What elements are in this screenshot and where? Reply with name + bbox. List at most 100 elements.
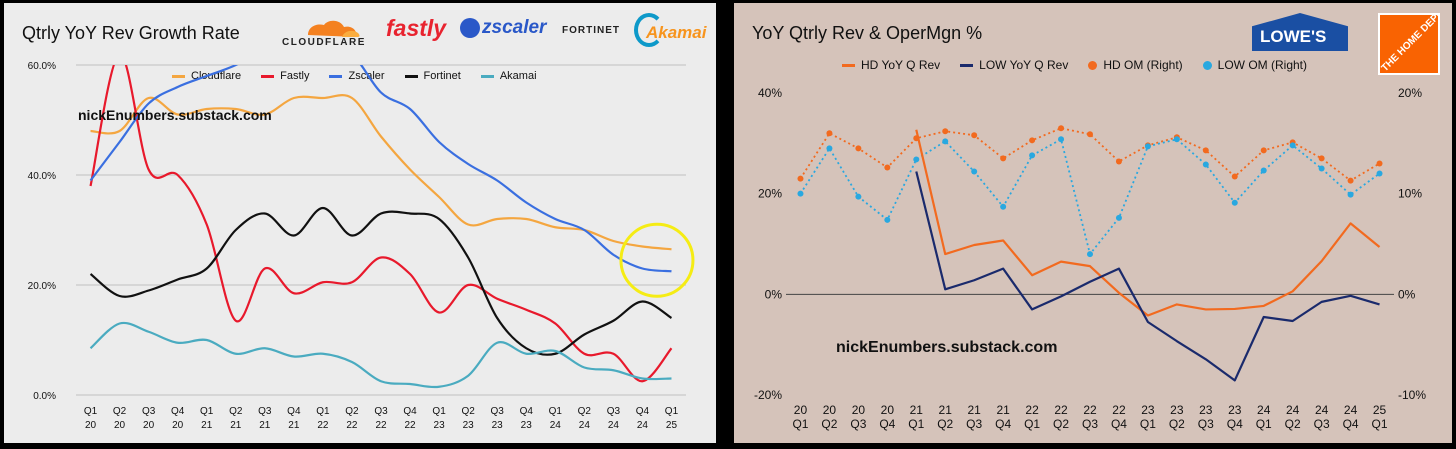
x-tick-label: Q2 — [1285, 417, 1301, 431]
x-tick-label: Q3 — [142, 406, 156, 417]
marker-low-om — [971, 168, 978, 175]
y-tick-label: 60.0% — [28, 61, 56, 72]
marker-hd-om — [1347, 177, 1354, 184]
lowes-logo-text: LOWE'S — [1260, 27, 1327, 46]
x-tick-label: 22 — [375, 420, 387, 431]
x-tick-label: Q4 — [1227, 417, 1243, 431]
x-tick-label: Q1 — [200, 406, 214, 417]
x-tick-label: Q1 — [792, 417, 808, 431]
marker-low-om — [1231, 199, 1238, 206]
x-tick-label: 24 — [1344, 403, 1358, 417]
marker-hd-om — [1231, 173, 1238, 180]
legend-label-akamai: Akamai — [499, 70, 537, 82]
x-tick-label: 24 — [1286, 403, 1300, 417]
x-tick-label: 22 — [1112, 403, 1126, 417]
marker-low-om — [1115, 214, 1122, 221]
legend-item-zscaler: Zscaler — [329, 70, 385, 82]
x-tick-label: Q4 — [636, 406, 650, 417]
legend-swatch-fastly — [261, 74, 275, 78]
marker-low-om — [1058, 136, 1065, 143]
marker-low-om — [855, 193, 862, 200]
legend-swatch-low-rev — [960, 63, 974, 67]
legend-item-fortinet: Fortinet — [404, 70, 461, 82]
x-tick-label: Q4 — [171, 406, 185, 417]
left-chart-panel: Qtrly YoY Rev Growth Rate CLOUDFLARE fas… — [4, 3, 716, 443]
right-chart-plot: -20%0%20%40%-10%0%10%20%20Q120Q220Q320Q4… — [754, 86, 1426, 431]
right-chart-title: YoY Qtrly Rev & OperMgn % — [752, 23, 983, 43]
akamai-logo-text: Akamai — [646, 23, 707, 42]
x-tick-label: Q1 — [432, 406, 446, 417]
y-tick-label: 0% — [765, 287, 783, 301]
marker-low-om — [913, 156, 920, 163]
x-tick-label: Q1 — [549, 406, 563, 417]
x-tick-label: 21 — [968, 403, 982, 417]
x-tick-label: 25 — [1373, 403, 1387, 417]
x-tick-label: Q4 — [879, 417, 895, 431]
legend-label-hd-om: HD OM (Right) — [1103, 58, 1183, 72]
legend-label-low-om: LOW OM (Right) — [1217, 58, 1307, 72]
x-tick-label: 23 — [521, 420, 533, 431]
y-tick-label: 20.0% — [28, 281, 56, 292]
series-line-fastly — [89, 65, 673, 383]
marker-low-om — [1347, 191, 1354, 198]
legend-item-low-om: LOW OM (Right) — [1202, 58, 1307, 72]
legend-item-hd-rev: HD YoY Q Rev — [842, 58, 940, 72]
legend-swatch-fortinet — [404, 74, 418, 78]
right-watermark: nickEnumbers.substack.com — [836, 339, 1058, 356]
cloudflare-logo-text: CLOUDFLARE — [282, 37, 366, 48]
series-line-low-rev — [915, 171, 1380, 382]
legend-label-fastly: Fastly — [280, 70, 310, 82]
x-tick-label: 23 — [434, 420, 446, 431]
cloudflare-logo: CLOUDFLARE — [280, 17, 376, 54]
marker-low-om — [826, 145, 833, 152]
legend-item-fastly: Fastly — [261, 70, 309, 82]
x-tick-label: 21 — [996, 403, 1010, 417]
x-tick-label: Q2 — [1169, 417, 1185, 431]
legend-swatch-low-om — [1202, 60, 1212, 70]
x-tick-label: Q4 — [287, 406, 301, 417]
x-tick-label: Q3 — [1314, 417, 1330, 431]
series-line-fortinet — [89, 206, 673, 356]
x-tick-label: Q4 — [1343, 417, 1359, 431]
legend-label-fortinet: Fortinet — [423, 70, 461, 82]
x-tick-label: 21 — [910, 403, 924, 417]
marker-hd-om — [884, 164, 891, 171]
x-tick-label: Q2 — [113, 406, 127, 417]
x-tick-label: Q3 — [966, 417, 982, 431]
y2-tick-label: 0% — [1398, 287, 1416, 301]
x-tick-label: 23 — [492, 420, 504, 431]
marker-hd-om — [855, 145, 862, 152]
x-tick-label: 22 — [1083, 403, 1097, 417]
left-chart-legend: Cloudflare Fastly Zscaler Fortinet Akama… — [172, 70, 557, 82]
y-tick-label: 40.0% — [28, 171, 56, 182]
marker-low-om — [942, 138, 949, 145]
marker-hd-om — [1029, 137, 1036, 144]
legend-swatch-akamai — [480, 74, 494, 78]
marker-low-om — [1029, 152, 1036, 159]
x-tick-label: 20 — [114, 420, 126, 431]
x-tick-label: 23 — [463, 420, 475, 431]
marker-hd-om — [1202, 147, 1209, 154]
series-line-zscaler — [89, 65, 672, 273]
legend-swatch-hd-om — [1088, 60, 1098, 70]
marker-hd-om — [826, 130, 833, 137]
series-line-hd-rev — [915, 129, 1381, 317]
x-tick-label: Q2 — [461, 406, 475, 417]
marker-low-om — [1376, 170, 1383, 177]
marker-low-om — [1202, 161, 1209, 168]
x-tick-label: 21 — [288, 420, 300, 431]
x-tick-label: Q1 — [665, 406, 679, 417]
series-line-hd-om — [799, 127, 1380, 182]
x-tick-label: Q3 — [1082, 417, 1098, 431]
left-chart-title: Qtrly YoY Rev Growth Rate — [22, 23, 240, 43]
fortinet-logo: FORTINET — [562, 25, 620, 36]
legend-item-low-rev: LOW YoY Q Rev — [960, 58, 1068, 72]
highlight-circle — [619, 222, 695, 298]
x-tick-label: 22 — [317, 420, 329, 431]
legend-label-low-rev: LOW YoY Q Rev — [979, 58, 1069, 72]
legend-label-cloudflare: Cloudflare — [191, 70, 242, 82]
marker-hd-om — [1318, 155, 1325, 162]
legend-item-akamai: Akamai — [480, 70, 537, 82]
marker-low-om — [1144, 143, 1151, 150]
x-tick-label: 22 — [346, 420, 358, 431]
